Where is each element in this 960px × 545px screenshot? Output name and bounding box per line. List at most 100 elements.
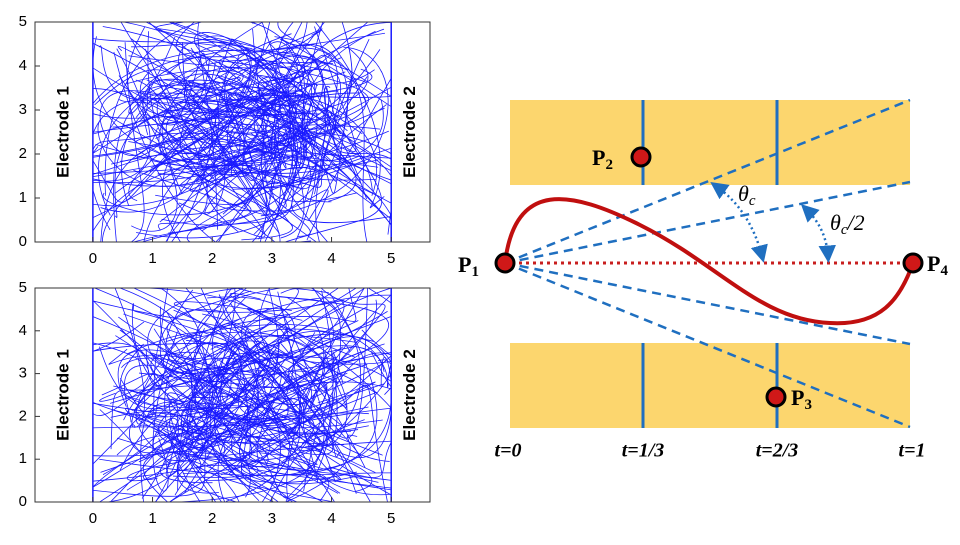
nanowire	[92, 100, 331, 178]
nanowire-network	[92, 22, 392, 242]
y-tick-label: 5	[19, 279, 27, 296]
nanowire	[118, 288, 211, 477]
nanowire	[205, 401, 379, 483]
nanowire	[210, 335, 348, 452]
point	[765, 386, 787, 408]
time-label: t=1	[899, 440, 926, 462]
nanowire	[314, 356, 392, 458]
y-tick-label: 4	[19, 57, 27, 74]
nanowire	[333, 38, 392, 160]
nanowire	[219, 62, 369, 163]
nanowire	[92, 316, 264, 491]
nanowire	[164, 342, 319, 502]
nanowire	[124, 364, 321, 452]
point-label: P2	[592, 145, 613, 173]
nanowire	[118, 316, 385, 461]
angle-label: θc	[738, 181, 756, 209]
nanowire	[113, 92, 267, 242]
x-tick-label: 2	[208, 510, 216, 527]
y-tick-label: 0	[19, 233, 27, 250]
x-tick-label: 0	[89, 510, 97, 527]
x-tick-label: 2	[208, 250, 216, 267]
nanowire	[116, 288, 361, 462]
nanowire	[259, 288, 357, 494]
nanowire	[92, 100, 297, 184]
x-tick-label: 3	[268, 510, 276, 527]
axes-frame	[34, 287, 431, 503]
nanowire	[215, 95, 392, 234]
nanowire	[277, 22, 327, 195]
nanowire	[92, 72, 257, 203]
point-label: P1	[458, 252, 479, 280]
time-label: t=2/3	[756, 440, 799, 462]
nanowire	[165, 97, 276, 242]
nanowire	[314, 22, 385, 209]
nanowire	[127, 26, 392, 178]
nanowire	[261, 22, 312, 190]
nanowire	[190, 22, 308, 192]
nanowire	[92, 109, 224, 119]
nanowire	[92, 97, 392, 231]
nanowire	[212, 22, 344, 176]
nanowire	[170, 58, 318, 242]
nanowire	[109, 363, 368, 502]
bottom-band	[510, 343, 910, 428]
plot: 0 1 2 3 4 5 0 1 2 3 4 5 Electrode 1 Electrode 2	[19, 279, 431, 527]
nanowire	[112, 79, 233, 128]
nanowire	[159, 153, 358, 223]
nanowire	[186, 156, 359, 242]
nanowire	[134, 414, 324, 502]
point	[630, 146, 652, 168]
nanowire	[92, 320, 359, 497]
boundary-line	[504, 98, 911, 265]
nanowire	[231, 288, 385, 372]
nanowire	[149, 156, 337, 182]
nanowire	[304, 352, 344, 446]
nanowire	[141, 398, 217, 502]
nanowire	[291, 104, 392, 224]
electrode-label: Electrode 2	[400, 349, 419, 441]
angle-arrow	[800, 204, 836, 263]
nanowire	[92, 42, 270, 151]
nanowire	[117, 349, 333, 455]
point-label: P3	[791, 385, 812, 413]
nanowire	[92, 321, 237, 352]
nanowire	[104, 22, 306, 196]
y-tick-label: 0	[19, 493, 27, 510]
nanowire	[111, 112, 298, 181]
nanowire	[131, 41, 252, 196]
nanowire	[222, 288, 250, 337]
nanowire	[259, 141, 392, 204]
nanowire	[225, 94, 312, 166]
nanowire	[144, 22, 369, 157]
nanowire	[92, 67, 295, 139]
nanowire	[161, 116, 281, 242]
nanowire	[153, 328, 214, 402]
point	[902, 252, 924, 274]
nanowire	[166, 451, 330, 502]
nanowire	[157, 107, 385, 180]
x-tick-label: 4	[327, 250, 335, 267]
nanowire	[126, 395, 238, 502]
nanowire	[121, 82, 280, 242]
nanowire	[184, 327, 289, 493]
nanowire	[218, 294, 336, 483]
x-tick-label: 5	[387, 510, 395, 527]
nanowire	[155, 22, 253, 50]
nanowire	[139, 56, 235, 118]
time-label: t=1/3	[622, 440, 665, 462]
nanowire	[323, 85, 341, 162]
nanowire	[92, 91, 321, 133]
nanowire	[134, 310, 347, 408]
nanowire	[184, 81, 317, 242]
nanowire	[196, 53, 313, 183]
nanowire	[92, 76, 297, 152]
nanowire	[92, 49, 381, 233]
nanowire	[100, 355, 392, 473]
nanowire	[128, 80, 290, 201]
nanowire	[274, 36, 368, 242]
nanowire	[92, 70, 266, 207]
nanowire	[99, 288, 392, 410]
nanowire	[160, 288, 299, 360]
